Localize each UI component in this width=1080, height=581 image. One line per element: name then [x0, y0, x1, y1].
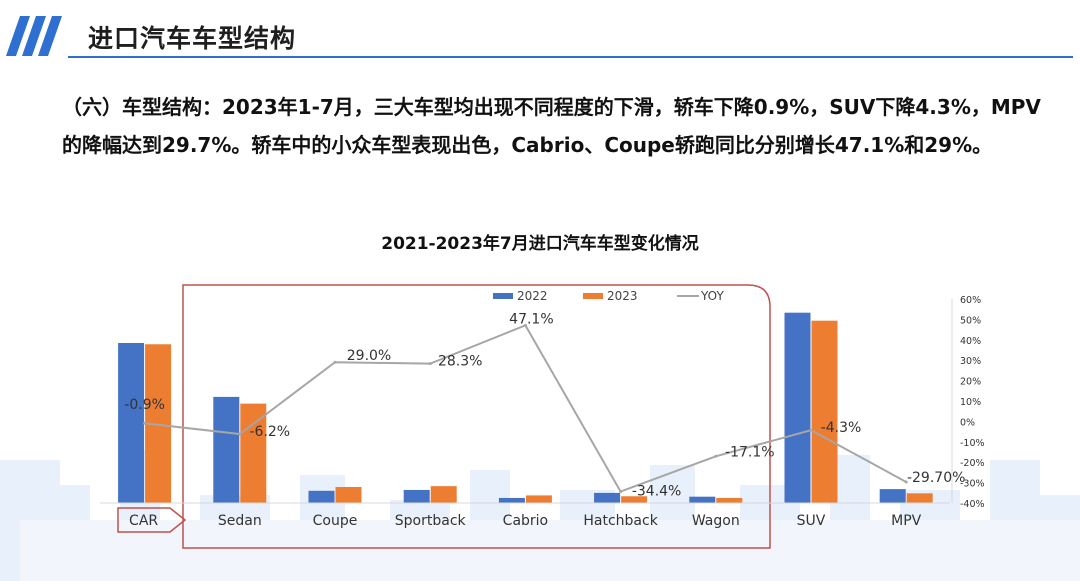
yoy-label-cabrio: 47.1% [509, 311, 553, 327]
summary-paragraph: （六）车型结构：2023年1-7月，三大车型均出现不同程度的下滑，轿车下降0.9… [62, 95, 1041, 157]
yoy-label-sportback: 28.3% [438, 354, 482, 370]
yoy-point-mpv [904, 480, 908, 484]
legend-label-2022: 2022 [517, 289, 548, 303]
bar-2023-hatchback [621, 496, 648, 503]
bar-2022-cabrio [498, 497, 525, 503]
yoy-label-hatchback: -34.4% [632, 484, 682, 500]
yoy-point-suv [809, 428, 813, 432]
y2-tick-label: -40% [960, 499, 985, 510]
yoy-point-sportback [428, 362, 432, 366]
y2-tick-label: 10% [960, 397, 981, 408]
bar-2023-sedan [240, 403, 267, 503]
legend-label-yoy: YOY [700, 289, 724, 303]
x-tick-wagon: Wagon [692, 513, 740, 529]
yoy-point-cabrio [523, 323, 527, 327]
x-tick-car: CAR [129, 513, 158, 529]
legend-swatch-2022 [493, 293, 513, 299]
yoy-point-sedan [238, 432, 242, 436]
bar-2022-hatchback [594, 492, 621, 503]
y2-tick-label: 30% [960, 356, 981, 367]
bar-2023-coupe [335, 487, 362, 503]
chart-title: 2021-2023年7月进口汽车车型变化情况 [381, 234, 699, 254]
yoy-point-wagon [714, 454, 718, 458]
y2-tick-label: 0% [960, 417, 975, 428]
bar-2022-suv [784, 312, 811, 503]
bar-2023-wagon [716, 497, 743, 503]
bar-2023-suv [811, 320, 838, 503]
bar-2023-cabrio [525, 495, 552, 503]
x-tick-mpv: MPV [891, 513, 922, 529]
legend-swatch-2023 [583, 293, 603, 299]
yoy-label-suv: -4.3% [821, 420, 862, 436]
x-tick-sportback: Sportback [395, 513, 467, 529]
x-tick-suv: SUV [797, 513, 826, 529]
y2-tick-label: -20% [960, 458, 985, 469]
yoy-label-wagon: -17.1% [725, 444, 775, 460]
background-skyline [0, 450, 1080, 581]
yoy-label-sedan: -6.2% [249, 424, 290, 440]
x-tick-cabrio: Cabrio [503, 513, 548, 529]
y2-tick-label: 40% [960, 336, 981, 347]
highlight-box [182, 284, 771, 549]
x-tick-hatchback: Hatchback [583, 513, 658, 529]
y2-tick-label: -30% [960, 479, 985, 490]
bar-2022-wagon [689, 496, 716, 503]
y2-tick-label: 20% [960, 377, 981, 388]
vehicle-type-chart: -0.9% -6.2% 29.0% 28.3% 47.1% -34.4% -17.1% -4.… [100, 284, 985, 549]
y2-tick-label: -10% [960, 438, 985, 449]
legend-label-2023: 2023 [607, 289, 638, 303]
bar-2022-coupe [308, 490, 335, 503]
yoy-label-mpv: -29.70% [907, 470, 965, 486]
header-stripes-icon [6, 16, 62, 56]
bar-2022-car [118, 343, 145, 503]
yoy-point-car [143, 421, 147, 425]
yoy-point-coupe [333, 360, 337, 364]
bar-2022-sportback [403, 489, 430, 503]
header-divider [68, 56, 1073, 58]
bar-2023-mpv [906, 493, 933, 503]
yoy-label-car: -0.9% [124, 397, 165, 413]
x-tick-sedan: Sedan [218, 513, 262, 529]
yoy-point-hatchback [619, 490, 623, 494]
bar-2022-mpv [879, 489, 906, 503]
yoy-label-coupe: 29.0% [347, 348, 391, 364]
bar-2022-sedan [213, 396, 240, 503]
bar-2023-sportback [430, 486, 457, 503]
car-arrow-box [117, 507, 187, 533]
y2-tick-label: 60% [960, 295, 981, 306]
header-bar: 进口汽车车型结构 [0, 0, 1080, 60]
page-title: 进口汽车车型结构 [88, 24, 297, 53]
y2-tick-label: 50% [960, 315, 981, 326]
x-tick-coupe: Coupe [313, 513, 358, 529]
